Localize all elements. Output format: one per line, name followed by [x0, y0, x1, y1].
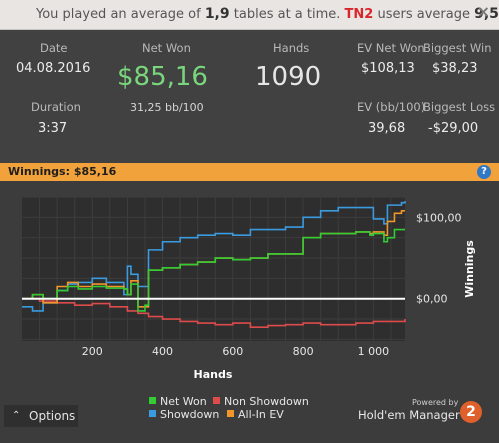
- notice-middle: tables at a time.: [233, 7, 341, 22]
- session-stats: Date 04.08.2016 Net Won $85,16 31,25 bb/…: [0, 30, 499, 163]
- biggest-loss-label: Biggest Loss: [423, 100, 496, 114]
- y-tick-label: $0,00: [416, 293, 448, 306]
- ev-net-won-label: EV Net Won: [357, 41, 425, 55]
- holdem-manager-logo: Powered by Hold'em Manager 2: [358, 398, 486, 428]
- biggest-loss-value: -$29,00: [428, 121, 479, 136]
- notice-site: TN2: [344, 7, 374, 22]
- legend-item-showdown[interactable]: Showdown: [149, 408, 219, 421]
- duration-label: Duration: [31, 100, 81, 114]
- close-icon[interactable]: ×: [476, 2, 490, 21]
- logo-name: Hold'em Manager: [358, 408, 460, 422]
- ev-bb100-value: 39,68: [368, 121, 406, 136]
- notice-users-avg: 9,5: [474, 6, 499, 22]
- x-tick-label: 1 000: [358, 345, 390, 358]
- legend-item-allin-ev[interactable]: All-In EV: [227, 408, 284, 421]
- legend-label: All-In EV: [238, 408, 284, 421]
- legend-swatch: [213, 397, 220, 404]
- series-line-non-showdown: [22, 297, 406, 328]
- date-label: Date: [40, 41, 68, 55]
- winnings-banner: Winnings: $85,16 ?: [0, 163, 499, 181]
- bb100-value: 31,25 bb/100: [130, 101, 204, 114]
- x-tick-label: 400: [152, 345, 173, 358]
- winnings-value: $85,16: [73, 165, 117, 178]
- notice-prefix: You played an average of: [36, 7, 201, 22]
- chart-legend: Net Won Non Showdown Showdown All-In EV: [149, 395, 309, 421]
- x-tick-label: 200: [82, 345, 103, 358]
- net-won-value: $85,16: [117, 62, 208, 92]
- hands-value: 1090: [255, 62, 322, 92]
- notice-suffix: users average: [377, 7, 470, 22]
- winnings-title: Winnings: $85,16: [8, 165, 116, 178]
- winnings-chart: 200 400 600 800 1 000 $0,00 $100,00 Hands Winn…: [0, 181, 499, 443]
- legend-item-non-showdown[interactable]: Non Showdown: [213, 395, 309, 408]
- notice-message: You played an average of 1,9 tables at a…: [36, 6, 499, 22]
- y-axis-label: Winnings: [463, 240, 476, 298]
- net-won-label: Net Won: [142, 41, 191, 55]
- date-value: 04.08.2016: [16, 61, 91, 76]
- winnings-label: Winnings:: [8, 165, 70, 178]
- logo-badge: 2: [460, 401, 482, 423]
- chart-ticks: 200 400 600 800 1 000 $0,00 $100,00: [82, 211, 462, 358]
- biggest-win-label: Biggest Win: [423, 41, 492, 55]
- y-tick-label: $100,00: [416, 211, 462, 224]
- legend-label: Showdown: [160, 408, 219, 421]
- legend-swatch: [227, 410, 234, 417]
- options-button[interactable]: ⌃ Options: [4, 405, 78, 427]
- chart-series: [22, 201, 406, 328]
- legend-swatch: [149, 397, 156, 404]
- help-icon[interactable]: ?: [477, 165, 491, 179]
- ev-bb100-label: EV (bb/100): [357, 100, 426, 114]
- legend-swatch: [149, 410, 156, 417]
- powered-by-text: Powered by: [412, 398, 459, 407]
- legend-label: Non Showdown: [224, 395, 309, 408]
- chart-svg: 200 400 600 800 1 000 $0,00 $100,00 Hands Winn…: [22, 196, 476, 381]
- x-axis-label: Hands: [194, 368, 233, 381]
- notice-avg-tables: 1,9: [204, 6, 230, 22]
- series-line-net-won: [22, 228, 405, 312]
- legend-item-net-won[interactable]: Net Won: [149, 395, 207, 408]
- x-tick-label: 800: [293, 345, 314, 358]
- biggest-win-value: $38,23: [432, 61, 478, 76]
- x-tick-label: 600: [222, 345, 243, 358]
- options-label: Options: [29, 409, 76, 423]
- notice-bar: You played an average of 1,9 tables at a…: [0, 0, 499, 30]
- legend-label: Net Won: [160, 395, 207, 408]
- ev-net-won-value: $108,13: [361, 61, 415, 76]
- plot-area: [22, 197, 405, 341]
- chevron-up-icon: ⌃: [12, 410, 21, 421]
- hands-label: Hands: [273, 41, 310, 55]
- duration-value: 3:37: [38, 121, 68, 136]
